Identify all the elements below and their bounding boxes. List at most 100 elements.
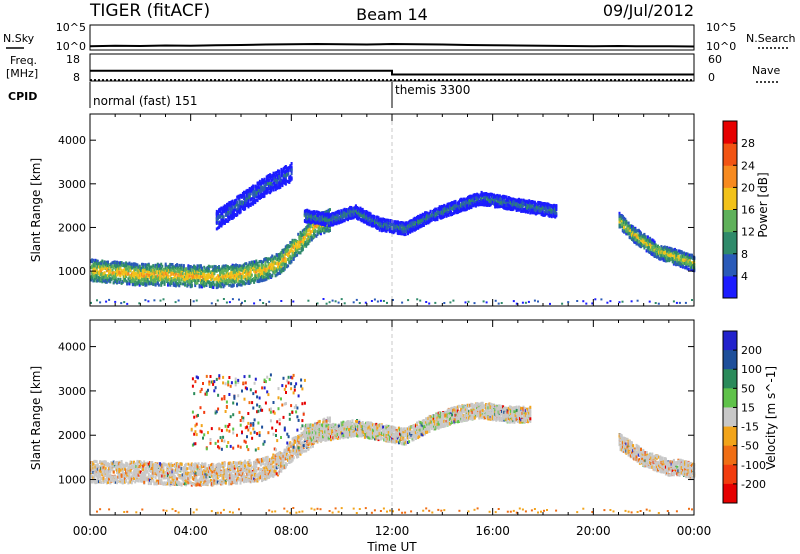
range-cell: [269, 176, 272, 180]
range-cell: [481, 194, 484, 197]
range-cell: [463, 197, 466, 201]
range-cell: [322, 222, 324, 226]
range-cell: [129, 276, 132, 280]
range-cell: [246, 192, 249, 196]
range-cell: [456, 211, 459, 214]
range-cell: [482, 196, 485, 200]
range-cell: [232, 265, 235, 269]
range-cell: [467, 195, 469, 199]
range-cell: [280, 179, 283, 183]
range-cell: [257, 279, 260, 283]
range-cell: [262, 192, 265, 196]
range-cell: [237, 204, 240, 207]
range-cell: [126, 273, 129, 277]
range-cell: [417, 214, 420, 218]
range-cell: [460, 208, 463, 212]
range-cell: [316, 221, 319, 225]
range-cell: [289, 178, 292, 182]
range-cell: [310, 214, 313, 218]
range-cell: [188, 274, 191, 278]
range-cell: [188, 267, 191, 271]
range-cell: [471, 201, 474, 205]
range-cell: [512, 206, 515, 210]
range-cell: [210, 283, 212, 287]
range-cell: [189, 277, 192, 281]
range-cell: [107, 264, 109, 267]
range-cell: [176, 267, 179, 271]
range-cell: [282, 181, 285, 185]
range-cell: [202, 283, 205, 287]
range-cell: [257, 264, 260, 268]
range-cell: [377, 216, 380, 220]
range-cell: [363, 219, 366, 223]
range-cell: [424, 214, 426, 218]
range-cell: [167, 281, 169, 285]
range-cell: [302, 241, 305, 245]
range-cell: [224, 269, 227, 273]
range-cell: [221, 283, 224, 286]
range-cell: [304, 232, 306, 236]
range-cell: [452, 201, 455, 205]
range-cell: [302, 228, 305, 232]
date-label: 09/Jul/2012: [603, 1, 694, 20]
range-cell: [428, 214, 431, 218]
range-cell: [146, 270, 149, 274]
freq-unit: [MHz]: [6, 67, 38, 80]
range-cell: [272, 174, 275, 178]
range-cell: [172, 271, 175, 275]
range-cell: [157, 269, 160, 273]
range-cell: [247, 269, 250, 273]
range-cell: [334, 211, 337, 215]
range-cell: [318, 230, 321, 234]
range-cell: [146, 275, 149, 278]
range-cell: [191, 265, 194, 269]
range-cell: [177, 274, 180, 277]
range-cell: [199, 272, 202, 275]
range-cell: [347, 213, 349, 217]
range-cell: [480, 203, 483, 207]
range-cell: [254, 273, 257, 277]
range-cell: [195, 269, 198, 273]
range-cell: [433, 212, 435, 216]
range-cell: [263, 184, 266, 188]
range-cell: [289, 176, 292, 180]
range-cell: [285, 249, 288, 253]
range-cell: [307, 212, 310, 216]
range-cell: [467, 204, 469, 208]
range-cell: [194, 275, 197, 278]
range-cell: [276, 272, 279, 276]
range-cell: [169, 282, 172, 286]
range-cell: [310, 210, 313, 214]
range-cell: [334, 213, 337, 217]
range-cell: [369, 221, 372, 225]
range-cell: [253, 200, 256, 204]
range-cell: [91, 276, 94, 280]
range-cell: [227, 219, 230, 223]
range-cell: [287, 244, 290, 248]
range-cell: [144, 265, 147, 269]
range-cell: [307, 229, 310, 233]
range-cell: [353, 215, 356, 219]
range-cell: [286, 173, 288, 177]
range-cell: [182, 279, 185, 283]
range-cell: [104, 261, 107, 265]
range-cell: [177, 272, 180, 276]
range-cell: [254, 199, 257, 203]
range-cell: [208, 265, 211, 269]
range-cell: [508, 199, 511, 203]
range-cell: [310, 238, 313, 242]
range-cell: [124, 270, 126, 274]
range-cell: [191, 272, 194, 276]
range-cell: [270, 263, 273, 267]
range-cell: [282, 269, 285, 273]
range-cell: [177, 281, 180, 285]
range-cell: [511, 197, 514, 201]
range-cell: [298, 251, 301, 255]
range-cell: [211, 272, 214, 276]
range-cell: [316, 233, 319, 236]
range-cell: [164, 269, 167, 273]
range-cell: [97, 262, 100, 266]
range-cell: [327, 216, 330, 220]
range-cell: [284, 166, 287, 170]
range-cell: [146, 272, 149, 276]
